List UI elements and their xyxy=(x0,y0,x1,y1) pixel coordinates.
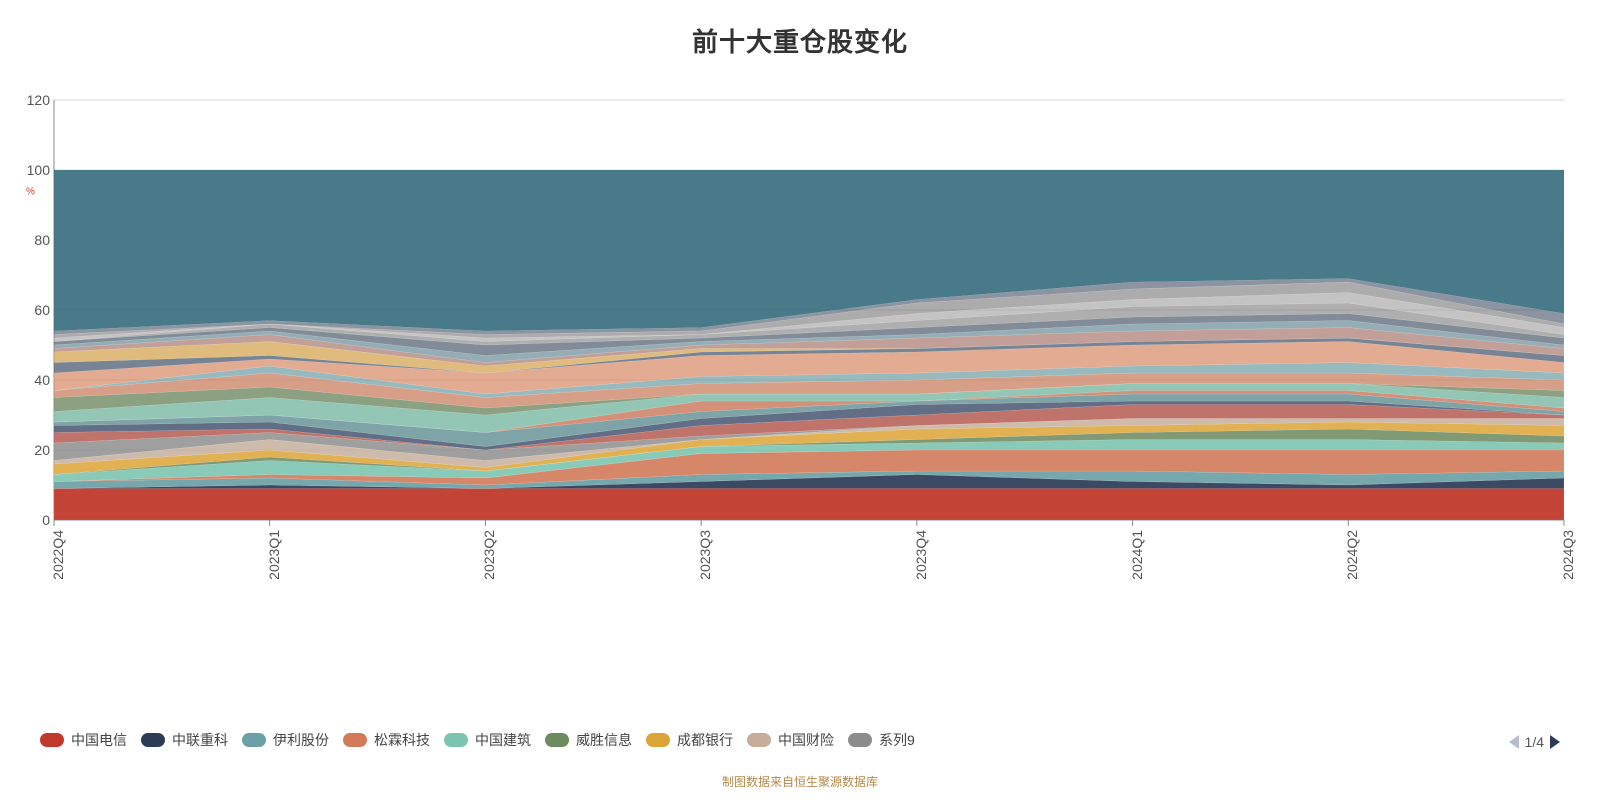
legend-item[interactable]: 中联重科 xyxy=(141,730,228,750)
y-tick-label: 120 xyxy=(16,92,50,108)
legend-item[interactable]: 成都银行 xyxy=(646,730,733,750)
legend-swatch xyxy=(848,733,872,747)
legend-item[interactable]: 中国财险 xyxy=(747,730,834,750)
series-band xyxy=(54,489,1564,521)
legend-label: 松霖科技 xyxy=(374,730,430,750)
footer-source: 制图数据来自恒生聚源数据库 xyxy=(0,773,1600,790)
legend-item[interactable]: 松霖科技 xyxy=(343,730,430,750)
y-tick-label: 100 xyxy=(16,162,50,178)
x-tick-label: 2023Q2 xyxy=(481,530,497,580)
legend-item[interactable]: 威胜信息 xyxy=(545,730,632,750)
legend-label: 中联重科 xyxy=(172,730,228,750)
legend-label: 系列9 xyxy=(879,730,915,750)
chart-title: 前十大重仓股变化 xyxy=(0,22,1600,59)
legend-item[interactable]: 中国电信 xyxy=(40,730,127,750)
stacked-area-plot xyxy=(54,100,1564,520)
y-tick-label: 20 xyxy=(16,442,50,458)
legend-item[interactable]: 伊利股份 xyxy=(242,730,329,750)
y-tick-label: 80 xyxy=(16,232,50,248)
legend-label: 中国电信 xyxy=(71,730,127,750)
y-tick-label: 0 xyxy=(16,512,50,528)
legend-swatch xyxy=(444,733,468,747)
legend-swatch xyxy=(40,733,64,747)
x-tick-label: 2024Q1 xyxy=(1129,530,1145,580)
x-axis: 2022Q42023Q12023Q22023Q32023Q42024Q12024… xyxy=(54,526,1564,626)
legend-label: 伊利股份 xyxy=(273,730,329,750)
legend-swatch xyxy=(242,733,266,747)
y-tick-label: 40 xyxy=(16,372,50,388)
legend-swatch xyxy=(343,733,367,747)
legend-item[interactable]: 系列9 xyxy=(848,730,915,750)
x-tick-label: 2023Q3 xyxy=(697,530,713,580)
pager-prev-icon[interactable] xyxy=(1509,735,1519,749)
legend-swatch xyxy=(141,733,165,747)
y-axis: 020406080100120 xyxy=(16,100,50,520)
legend: 中国电信 中联重科 伊利股份 松霖科技 中国建筑 威胜信息 成都银行 中国财险 系列9 xyxy=(40,730,1560,750)
y-axis-unit: % xyxy=(26,187,35,198)
pager-next-icon[interactable] xyxy=(1550,735,1560,749)
legend-label: 中国财险 xyxy=(778,730,834,750)
legend-item[interactable]: 中国建筑 xyxy=(444,730,531,750)
legend-label: 威胜信息 xyxy=(576,730,632,750)
legend-swatch xyxy=(747,733,771,747)
x-tick-label: 2023Q4 xyxy=(913,530,929,580)
legend-swatch xyxy=(545,733,569,747)
pager-label: 1/4 xyxy=(1525,734,1544,750)
x-tick-label: 2024Q2 xyxy=(1344,530,1360,580)
y-tick-label: 60 xyxy=(16,302,50,318)
legend-label: 成都银行 xyxy=(677,730,733,750)
legend-swatch xyxy=(646,733,670,747)
legend-pager: 1/4 xyxy=(1501,734,1560,750)
legend-label: 中国建筑 xyxy=(475,730,531,750)
x-tick-label: 2024Q3 xyxy=(1560,530,1576,580)
chart-area: 020406080100120 % xyxy=(54,100,1564,520)
x-tick-label: 2023Q1 xyxy=(266,530,282,580)
x-tick-label: 2022Q4 xyxy=(50,530,66,580)
